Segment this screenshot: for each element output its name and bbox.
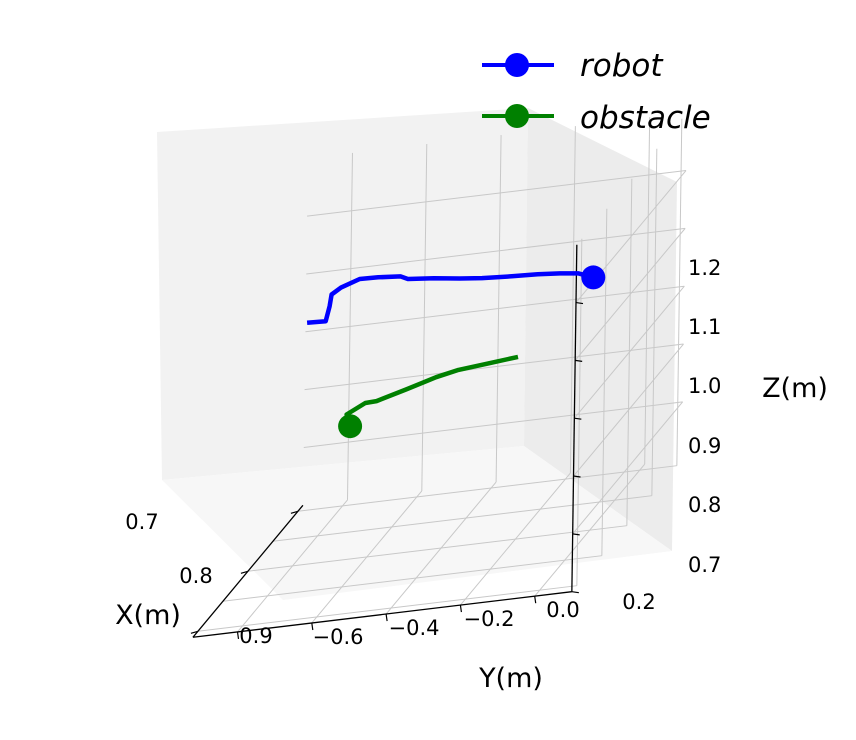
z-axis-tick [572, 533, 580, 536]
z-axis-label: Z(m) [762, 373, 828, 404]
gridline-floor-y [460, 472, 571, 606]
y-axis-tick [534, 596, 537, 604]
z-tick-labels: 0.7 0.8 0.9 1.0 1.1 1.2 [688, 256, 721, 577]
x-axis-label: X(m) [115, 600, 181, 631]
y-axis-line [192, 591, 572, 638]
gridline-floor-x [222, 555, 602, 602]
grid-lines [197, 117, 687, 633]
y-axis-tick [385, 613, 388, 622]
gridline-floor-y [237, 499, 348, 633]
axes [190, 244, 584, 640]
z-tick-label: 1.0 [688, 374, 721, 398]
x-tick-labels: 0.7 0.8 0.9 [125, 510, 272, 648]
legend-marker-obstacle [505, 104, 529, 128]
gridline-back-z [306, 227, 686, 275]
gridline-right-z [572, 401, 684, 535]
y-axis-tick [311, 622, 314, 631]
series-end-marker-robot [581, 265, 606, 290]
z-axis-tick [575, 359, 583, 362]
gridline-floor-y [311, 490, 423, 624]
x-axis-tick [190, 630, 199, 634]
z-axis-tick [574, 417, 582, 420]
series-line-robot [306, 271, 594, 326]
gridline-back-z [304, 343, 684, 391]
legend-marker-robot [505, 53, 529, 77]
y-tick-labels: −0.6 −0.4 −0.2 0.0 0.2 [313, 590, 656, 649]
y-tick-label: −0.6 [313, 625, 364, 649]
z-tick-label: 1.2 [688, 256, 721, 280]
z-tick-label: 0.7 [688, 553, 721, 577]
gridline-floor-x [197, 585, 577, 632]
y-tick-label: 0.0 [546, 598, 579, 622]
y-axis-label: Y(m) [478, 663, 543, 694]
gridline-right-z [573, 285, 685, 419]
z-tick-label: 0.9 [688, 434, 721, 458]
gridline-right-z [573, 343, 684, 477]
x-tick-label: 0.8 [179, 564, 212, 588]
series-end-marker-obstacle [338, 414, 363, 439]
z-axis-tick [571, 591, 579, 594]
gridline-floor-x [297, 465, 677, 512]
floor-pane [162, 446, 672, 600]
y-tick-label: 0.2 [622, 590, 655, 614]
series-layer [306, 265, 606, 439]
y-axis-tick [236, 631, 240, 640]
x-tick-label: 0.9 [239, 624, 272, 648]
z-tick-label: 1.1 [688, 315, 721, 339]
z-axis-tick [575, 301, 584, 305]
gridline-back-z [307, 170, 687, 217]
x-tick-label: 0.7 [125, 510, 158, 534]
legend: robot obstacle [482, 48, 711, 136]
y-tick-label: −0.4 [389, 616, 440, 640]
gridline-floor-x [247, 525, 627, 572]
gridline-floor-y [534, 463, 646, 597]
gridline-back-z [303, 401, 683, 448]
legend-label-obstacle: obstacle [580, 100, 711, 136]
gridline-floor-x [272, 495, 652, 542]
y-axis-tick [459, 605, 462, 613]
z-tick-label: 0.8 [688, 493, 721, 517]
y-tick-label: −0.2 [464, 607, 515, 631]
gridline-floor-y [385, 481, 497, 615]
gridline-back-z [305, 285, 685, 333]
gridline-right-z [574, 228, 686, 361]
z-axis-tick [573, 475, 581, 478]
legend-label-robot: robot [580, 48, 664, 84]
x-axis-line [192, 504, 304, 638]
x-axis-tick [240, 570, 249, 574]
x-axis-tick [290, 510, 299, 514]
